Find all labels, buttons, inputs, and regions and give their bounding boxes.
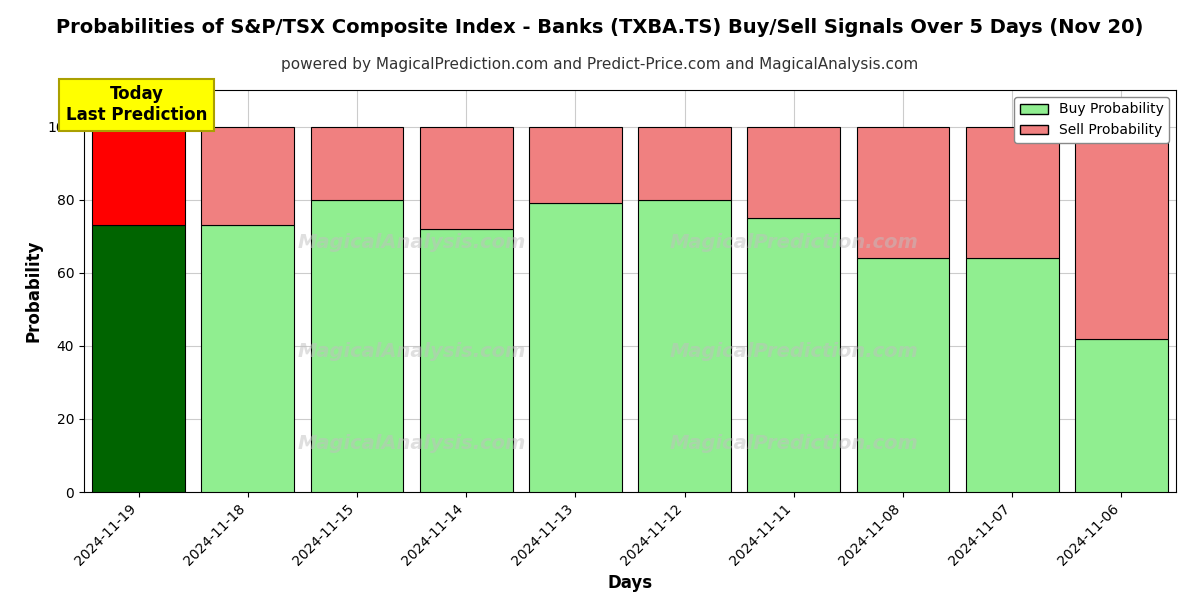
Bar: [1075, 127, 1168, 338]
Bar: [420, 127, 512, 229]
Legend: Buy Probability, Sell Probability: Buy Probability, Sell Probability: [1014, 97, 1169, 143]
Bar: [92, 127, 185, 225]
Bar: [420, 229, 512, 492]
Bar: [92, 225, 185, 492]
Bar: [748, 218, 840, 492]
Text: MagicalAnalysis.com: MagicalAnalysis.com: [298, 233, 526, 252]
Y-axis label: Probability: Probability: [24, 240, 42, 342]
Bar: [966, 127, 1058, 258]
Bar: [1075, 338, 1168, 492]
Text: MagicalPrediction.com: MagicalPrediction.com: [670, 434, 918, 453]
Bar: [966, 258, 1058, 492]
Bar: [748, 127, 840, 218]
X-axis label: Days: Days: [607, 574, 653, 592]
Bar: [311, 127, 403, 200]
Bar: [202, 225, 294, 492]
Bar: [529, 203, 622, 492]
Text: Probabilities of S&P/TSX Composite Index - Banks (TXBA.TS) Buy/Sell Signals Over: Probabilities of S&P/TSX Composite Index…: [56, 18, 1144, 37]
Text: MagicalAnalysis.com: MagicalAnalysis.com: [298, 434, 526, 453]
Text: powered by MagicalPrediction.com and Predict-Price.com and MagicalAnalysis.com: powered by MagicalPrediction.com and Pre…: [281, 57, 919, 72]
Text: MagicalPrediction.com: MagicalPrediction.com: [670, 342, 918, 361]
Bar: [638, 200, 731, 492]
Text: MagicalAnalysis.com: MagicalAnalysis.com: [298, 342, 526, 361]
Bar: [311, 200, 403, 492]
Bar: [857, 127, 949, 258]
Text: Today
Last Prediction: Today Last Prediction: [66, 85, 208, 124]
Bar: [638, 127, 731, 200]
Bar: [529, 127, 622, 203]
Bar: [857, 258, 949, 492]
Text: MagicalPrediction.com: MagicalPrediction.com: [670, 233, 918, 252]
Bar: [202, 127, 294, 225]
